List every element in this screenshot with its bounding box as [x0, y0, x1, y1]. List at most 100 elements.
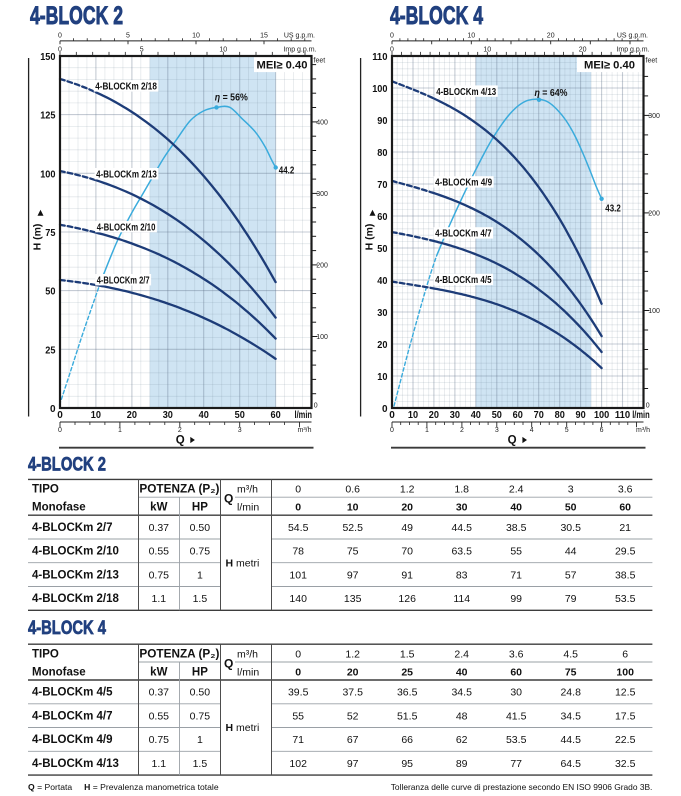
svg-text:34.5: 34.5	[560, 710, 581, 722]
svg-text:10: 10	[219, 46, 227, 53]
svg-text:4-BLOCK 2: 4-BLOCK 2	[28, 454, 106, 475]
svg-text:1.1: 1.1	[151, 758, 166, 770]
svg-text:3: 3	[238, 427, 242, 434]
svg-text:60: 60	[510, 666, 522, 678]
svg-text:6: 6	[600, 427, 604, 434]
svg-text:0.37: 0.37	[149, 687, 170, 699]
svg-text:110: 110	[372, 52, 388, 63]
svg-text:1.5: 1.5	[193, 758, 208, 770]
svg-text:39.5: 39.5	[288, 687, 309, 699]
svg-text:0.75: 0.75	[190, 546, 211, 558]
svg-text:30: 30	[377, 308, 388, 319]
svg-text:21: 21	[619, 522, 631, 534]
svg-text:101: 101	[289, 569, 307, 581]
svg-text:4-BLOCK 4: 4-BLOCK 4	[390, 2, 483, 30]
svg-text:71: 71	[510, 569, 522, 581]
svg-text:51.5: 51.5	[397, 710, 418, 722]
svg-text:H (m): H (m)	[32, 224, 44, 251]
svg-text:0.75: 0.75	[149, 569, 170, 581]
svg-text:2.4: 2.4	[454, 648, 469, 660]
svg-text:100: 100	[616, 666, 634, 678]
svg-text:44: 44	[565, 546, 577, 558]
svg-text:H metri: H metri	[226, 557, 260, 569]
svg-text:100: 100	[372, 84, 388, 95]
svg-text:20: 20	[547, 32, 555, 39]
svg-text:12.5: 12.5	[615, 687, 636, 699]
svg-text:l/min: l/min	[237, 666, 259, 678]
svg-text:4-BLOCK 4: 4-BLOCK 4	[28, 618, 106, 639]
svg-text:150: 150	[40, 52, 56, 63]
svg-text:20: 20	[377, 340, 388, 351]
svg-text:1.5: 1.5	[193, 593, 208, 605]
svg-text:70: 70	[401, 546, 413, 558]
svg-text:75: 75	[565, 666, 577, 678]
svg-text:52: 52	[347, 710, 359, 722]
svg-text:1.2: 1.2	[345, 648, 360, 660]
svg-text:m³/h: m³/h	[298, 427, 312, 434]
svg-text:0: 0	[295, 666, 301, 678]
svg-text:17.5: 17.5	[615, 710, 636, 722]
svg-text:4-BLOCKm 2/10: 4-BLOCKm 2/10	[97, 221, 156, 233]
svg-text:2: 2	[178, 427, 182, 434]
svg-text:HP: HP	[192, 502, 208, 514]
svg-text:30: 30	[450, 410, 461, 421]
svg-text:30.5: 30.5	[560, 522, 581, 534]
svg-text:50: 50	[235, 410, 246, 421]
svg-text:Q: Q	[224, 657, 233, 671]
svg-text:feet: feet	[646, 57, 658, 64]
svg-text:44.5: 44.5	[451, 522, 472, 534]
svg-text:20: 20	[401, 502, 413, 514]
svg-text:0.55: 0.55	[149, 546, 170, 558]
svg-text:Imp g.p.m.: Imp g.p.m.	[283, 46, 316, 53]
svg-text:H (m): H (m)	[364, 224, 376, 251]
svg-text:53.5: 53.5	[615, 593, 636, 605]
svg-text:0: 0	[57, 410, 63, 421]
svg-text:57: 57	[565, 569, 577, 581]
svg-text:4-BLOCKm 4/5: 4-BLOCKm 4/5	[32, 687, 113, 699]
svg-text:4-BLOCKm 2/13: 4-BLOCKm 2/13	[96, 169, 157, 181]
svg-text:0: 0	[314, 403, 318, 410]
svg-text:0: 0	[389, 410, 395, 421]
svg-text:3.6: 3.6	[509, 648, 524, 660]
svg-text:40: 40	[456, 666, 468, 678]
svg-text:53.5: 53.5	[506, 734, 527, 746]
svg-text:60: 60	[619, 502, 631, 514]
svg-text:0: 0	[58, 427, 62, 434]
svg-text:64.5: 64.5	[560, 758, 581, 770]
svg-text:0.75: 0.75	[190, 710, 211, 722]
svg-text:79: 79	[565, 593, 577, 605]
svg-text:POTENZA (P₂): POTENZA (P₂)	[139, 648, 219, 660]
svg-text:0: 0	[382, 404, 388, 415]
svg-text:400: 400	[316, 120, 328, 127]
svg-text:MEI≥ 0.40: MEI≥ 0.40	[584, 59, 635, 71]
svg-text:30: 30	[510, 687, 522, 699]
svg-text:22.5: 22.5	[615, 734, 636, 746]
svg-text:125: 125	[40, 111, 56, 122]
svg-text:4-BLOCKm 2/18: 4-BLOCKm 2/18	[32, 593, 120, 605]
svg-text:Tolleranza delle curve di pres: Tolleranza delle curve di prestazione se…	[391, 782, 653, 792]
svg-text:30: 30	[163, 410, 174, 421]
svg-text:feet: feet	[314, 57, 326, 64]
svg-text:30: 30	[456, 502, 468, 514]
svg-text:Monofase: Monofase	[32, 502, 86, 514]
svg-text:0: 0	[390, 46, 394, 53]
svg-text:5: 5	[565, 427, 569, 434]
svg-text:36.5: 36.5	[397, 687, 418, 699]
svg-text:200: 200	[648, 211, 660, 218]
svg-text:2.4: 2.4	[509, 484, 524, 496]
svg-text:3: 3	[495, 427, 499, 434]
svg-text:126: 126	[398, 593, 416, 605]
svg-text:24.8: 24.8	[560, 687, 581, 699]
svg-text:80: 80	[555, 410, 566, 421]
svg-text:77: 77	[510, 758, 522, 770]
svg-text:40: 40	[471, 410, 482, 421]
svg-text:20: 20	[127, 410, 138, 421]
svg-text:1.5: 1.5	[400, 648, 415, 660]
svg-text:90: 90	[576, 410, 587, 421]
svg-text:4-BLOCKm 2/13: 4-BLOCKm 2/13	[32, 569, 119, 581]
svg-text:32.5: 32.5	[615, 758, 636, 770]
svg-text:135: 135	[344, 593, 362, 605]
svg-text:0.75: 0.75	[149, 734, 170, 746]
svg-text:0: 0	[295, 648, 301, 660]
svg-text:60: 60	[513, 410, 524, 421]
